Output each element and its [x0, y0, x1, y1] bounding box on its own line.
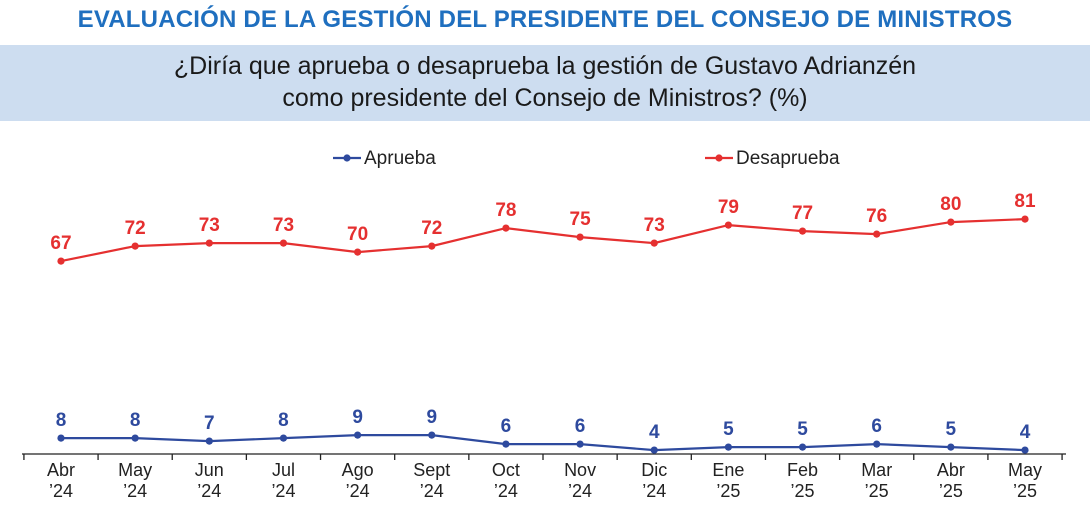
data-point-desaprueba — [131, 242, 139, 250]
x-tick-label-year: ’24 — [197, 481, 221, 501]
x-tick-label-month: Mar — [861, 460, 892, 480]
series-line-aprueba — [61, 434, 1026, 452]
data-point-aprueba — [502, 440, 510, 448]
data-label-desaprueba: 73 — [199, 215, 220, 236]
data-point-aprueba — [798, 443, 807, 451]
x-tick-label-month: May — [118, 460, 152, 480]
data-point-desaprueba — [947, 218, 955, 226]
data-point-desaprueba — [428, 242, 436, 250]
data-point-aprueba — [650, 446, 658, 454]
data-label-desaprueba: 78 — [495, 200, 516, 221]
data-point-aprueba — [279, 434, 288, 442]
data-point-desaprueba — [873, 230, 881, 238]
data-label-desaprueba: 77 — [792, 203, 813, 224]
data-label-desaprueba: 72 — [421, 218, 442, 239]
question-line-1: ¿Diría que aprueba o desaprueba la gesti… — [173, 52, 917, 80]
question-line-2: como presidente del Consejo de Ministros… — [282, 84, 808, 112]
data-point-desaprueba — [354, 248, 362, 256]
data-point-aprueba — [57, 434, 65, 442]
x-tick-label-year: ’24 — [49, 481, 73, 501]
x-tick-label-year: ’25 — [1013, 481, 1037, 501]
x-tick-label-month: Abr — [937, 460, 965, 480]
data-label-aprueba: 4 — [1020, 422, 1031, 443]
x-tick-label-year: ’24 — [420, 481, 444, 501]
data-point-aprueba — [576, 440, 584, 448]
x-tick-label-month: Jul — [272, 460, 295, 480]
data-label-desaprueba: 70 — [347, 224, 368, 245]
data-label-aprueba: 8 — [278, 410, 289, 431]
data-label-desaprueba: 73 — [644, 215, 665, 236]
x-tick-label-month: Feb — [787, 460, 818, 480]
x-tick-label-year: ’25 — [791, 481, 815, 501]
data-label-desaprueba: 75 — [570, 209, 592, 230]
data-point-desaprueba — [1021, 215, 1029, 223]
data-point-desaprueba — [650, 239, 658, 247]
x-tick-label-year: ’24 — [346, 481, 370, 501]
data-label-aprueba: 9 — [352, 407, 363, 428]
data-label-aprueba: 6 — [501, 416, 512, 437]
data-point-aprueba — [873, 440, 881, 448]
data-label-aprueba: 5 — [797, 419, 808, 440]
x-tick-label-month: Nov — [564, 460, 596, 480]
data-point-aprueba — [1021, 446, 1029, 454]
x-tick-label-month: Ago — [342, 460, 374, 480]
data-point-aprueba — [947, 443, 955, 451]
data-label-aprueba: 9 — [426, 407, 437, 428]
data-point-desaprueba — [502, 224, 510, 232]
x-tick-label-month: Dic — [641, 460, 667, 480]
x-tick-label-month: Sept — [413, 460, 450, 480]
data-label-desaprueba: 79 — [718, 197, 739, 218]
x-tick-label-year: ’24 — [568, 481, 592, 501]
data-point-aprueba — [131, 434, 139, 442]
data-point-desaprueba — [724, 221, 732, 229]
data-point-desaprueba — [798, 227, 807, 235]
data-point-aprueba — [205, 437, 213, 445]
x-tick-label-month: Ene — [712, 460, 744, 480]
data-point-desaprueba — [205, 239, 213, 247]
data-point-aprueba — [354, 431, 362, 439]
data-label-aprueba: 6 — [871, 416, 882, 437]
x-tick-label-year: ’24 — [271, 481, 295, 501]
x-tick-label-year: ’24 — [123, 481, 147, 501]
data-point-aprueba — [428, 431, 436, 439]
x-tick-label-year: ’24 — [494, 481, 518, 501]
data-label-desaprueba: 80 — [940, 194, 961, 215]
data-label-desaprueba: 81 — [1014, 191, 1036, 212]
x-tick-label-month: Oct — [492, 460, 520, 480]
data-label-desaprueba: 72 — [125, 218, 146, 239]
data-label-aprueba: 5 — [723, 419, 734, 440]
data-label-aprueba: 6 — [575, 416, 586, 437]
data-label-aprueba: 8 — [130, 410, 141, 431]
data-label-aprueba: 4 — [649, 422, 660, 443]
x-tick-label-year: ’25 — [716, 481, 740, 501]
x-tick-label-month: Jun — [195, 460, 224, 480]
page-title: EVALUACIÓN DE LA GESTIÓN DEL PRESIDENTE … — [77, 6, 1013, 33]
data-point-desaprueba — [279, 239, 288, 247]
legend-label-desaprueba: Desaprueba — [736, 148, 840, 169]
question-banner: ¿Diría que aprueba o desaprueba la gesti… — [0, 45, 1090, 121]
data-point-desaprueba — [57, 257, 65, 265]
data-point-desaprueba — [576, 233, 584, 241]
data-label-desaprueba: 73 — [273, 215, 294, 236]
data-point-aprueba — [724, 443, 732, 451]
x-tick-label-year: ’24 — [642, 481, 666, 501]
data-label-aprueba: 5 — [946, 419, 957, 440]
legend-label-aprueba: Aprueba — [364, 148, 436, 169]
data-label-aprueba: 7 — [204, 413, 215, 434]
data-label-desaprueba: 67 — [50, 233, 71, 254]
x-tick-label-month: May — [1008, 460, 1042, 480]
series-line-desaprueba — [60, 218, 1026, 263]
x-tick-label-year: ’25 — [939, 481, 963, 501]
data-label-aprueba: 8 — [56, 410, 67, 431]
data-label-desaprueba: 76 — [866, 206, 887, 227]
legend-marker-desaprueba — [715, 154, 723, 162]
x-tick-label-month: Abr — [47, 460, 75, 480]
legend-marker-aprueba — [343, 154, 351, 162]
x-tick-label-year: ’25 — [865, 481, 889, 501]
